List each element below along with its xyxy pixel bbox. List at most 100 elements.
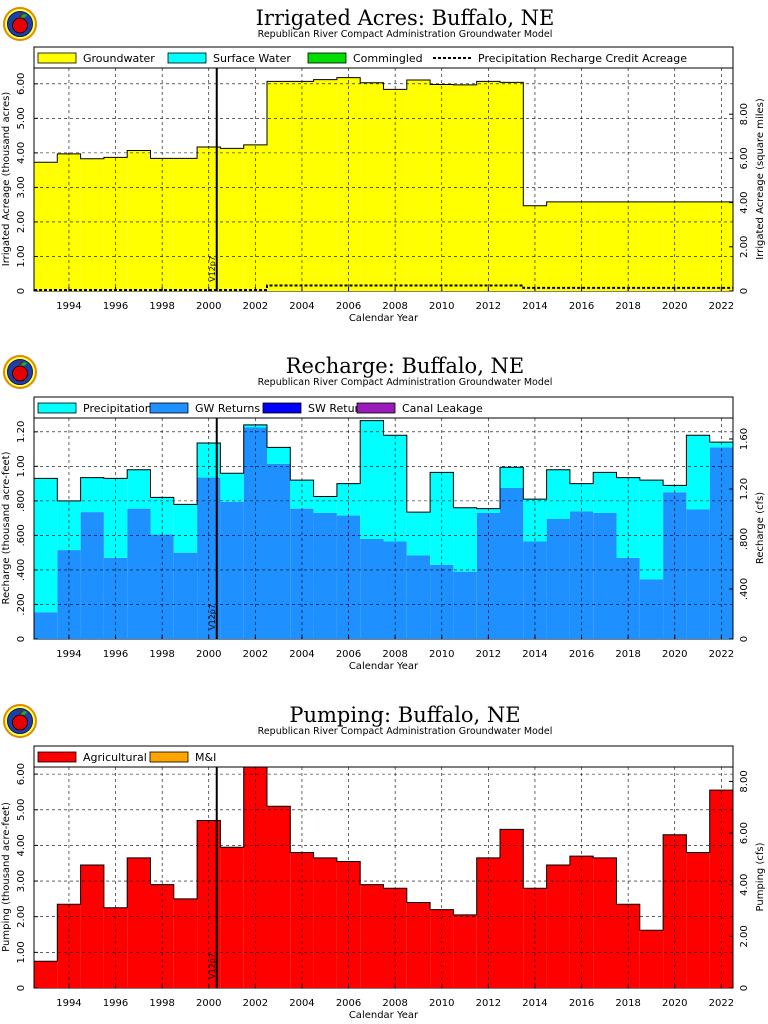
x-tick-label: 2014 xyxy=(522,998,547,1009)
bar-gw-returns xyxy=(686,509,710,639)
bar-agricultural xyxy=(383,888,407,988)
y-tick-label: .400 xyxy=(16,559,27,581)
bar-gw-returns xyxy=(523,541,547,639)
legend-swatch xyxy=(37,751,77,763)
legend-label: Commingled xyxy=(353,52,423,65)
x-tick-label: 2018 xyxy=(615,649,640,660)
bar-gw-returns xyxy=(383,541,407,639)
y2-tick-label: 6.00 xyxy=(739,147,750,169)
bar-agricultural xyxy=(290,852,314,988)
legend-swatch xyxy=(262,402,302,414)
bar-agricultural xyxy=(523,888,547,988)
bar-agricultural xyxy=(360,884,384,988)
y2-tick-label: 8.00 xyxy=(739,770,750,792)
bar-gw-returns xyxy=(34,612,58,639)
x-tick-label: 2008 xyxy=(382,649,407,660)
bar-agricultural xyxy=(639,930,664,988)
x-tick-label: 2002 xyxy=(243,998,268,1009)
x-axis-label: Calendar Year xyxy=(349,313,419,324)
x-axis-label: Calendar Year xyxy=(349,1010,419,1021)
y-tick-label: 6.00 xyxy=(16,763,27,785)
bar-outline xyxy=(33,77,734,291)
x-tick-label: 2006 xyxy=(336,998,361,1009)
y-tick-label: 4.00 xyxy=(16,142,27,164)
bar-gw-returns xyxy=(500,487,524,639)
x-tick-label: 2022 xyxy=(709,998,734,1009)
y2-tick-label: .400 xyxy=(739,578,750,600)
bar-groundwater xyxy=(360,82,384,291)
bar-groundwater xyxy=(80,158,104,291)
bar-precipitation xyxy=(220,473,244,502)
y-tick-label: 1.20 xyxy=(16,421,27,443)
x-tick-label: 2016 xyxy=(569,649,594,660)
y-tick-label: 2.00 xyxy=(16,906,27,928)
x-tick-label: 2006 xyxy=(336,649,361,660)
x-tick-label: 1994 xyxy=(56,649,81,660)
bar-agricultural xyxy=(220,847,244,988)
bar-precipitation xyxy=(546,469,570,520)
y2-tick-label: 2.00 xyxy=(739,236,750,258)
x-tick-label: 1994 xyxy=(56,998,81,1009)
x-tick-label: 2010 xyxy=(429,998,454,1009)
bar-groundwater xyxy=(243,144,267,291)
x-tick-label: 2004 xyxy=(289,301,314,312)
x-tick-label: 2022 xyxy=(709,649,734,660)
y-tick-label: 2.00 xyxy=(16,211,27,233)
y-tick-label: 1.00 xyxy=(16,941,27,963)
bar-agricultural xyxy=(34,961,58,988)
bar-gw-returns xyxy=(336,515,361,639)
y-tick-label: .200 xyxy=(16,593,27,615)
bar-precipitation xyxy=(34,478,58,613)
x-tick-label: 2018 xyxy=(615,998,640,1009)
y-tick-label: 0 xyxy=(16,985,27,991)
bar-outline xyxy=(33,420,734,639)
model-marker-label: V12p7 xyxy=(208,604,217,630)
legend-label: GW Returns xyxy=(195,402,260,415)
bar-agricultural xyxy=(546,865,570,988)
legend-label: SW Returns xyxy=(308,402,372,415)
x-tick-label: 2022 xyxy=(709,301,734,312)
y2-tick-label: 8.00 xyxy=(739,103,750,125)
x-tick-label: 2006 xyxy=(336,301,361,312)
y-tick-label: 0 xyxy=(16,288,27,294)
bar-precipitation xyxy=(267,447,291,464)
legend-label: Agricultural xyxy=(83,751,147,764)
apple-icon xyxy=(12,365,28,382)
y-tick-label: .600 xyxy=(16,524,27,546)
y2-axis-label: Recharge (cfs) xyxy=(755,492,766,564)
x-axis-label: Calendar Year xyxy=(349,661,419,672)
bar-precipitation xyxy=(453,507,477,572)
bar-agricultural xyxy=(500,829,524,988)
y2-tick-label: 6.00 xyxy=(739,822,750,844)
apple-icon xyxy=(12,714,28,731)
x-tick-label: 1998 xyxy=(149,301,174,312)
legend-label: Canal Leakage xyxy=(402,402,483,415)
apple-stem-icon xyxy=(19,709,23,716)
x-tick-label: 2020 xyxy=(662,301,687,312)
bar-groundwater xyxy=(616,201,640,291)
bar-agricultural xyxy=(57,904,81,988)
y-tick-label: 1.00 xyxy=(16,245,27,267)
x-tick-label: 1998 xyxy=(149,649,174,660)
bar-gw-returns xyxy=(430,564,454,639)
bar-groundwater xyxy=(220,148,244,291)
bar-groundwater xyxy=(476,81,500,291)
bar-agricultural xyxy=(313,857,337,988)
x-tick-label: 2010 xyxy=(429,301,454,312)
bar-groundwater xyxy=(173,158,198,291)
y-tick-label: .800 xyxy=(16,490,27,512)
x-tick-label: 2002 xyxy=(243,301,268,312)
legend-label: Groundwater xyxy=(83,52,155,65)
y-axis-label: Recharge (thousand acre-feet) xyxy=(1,451,12,604)
legend-label: Precipitation Recharge Credit Acreage xyxy=(478,52,687,65)
bar-precipitation xyxy=(57,500,81,551)
bar-gw-returns xyxy=(406,555,431,639)
x-tick-label: 2012 xyxy=(476,301,501,312)
y2-tick-label: 1.60 xyxy=(739,428,750,450)
legend-label: Precipitation xyxy=(83,402,152,415)
bar-gw-returns xyxy=(313,512,337,639)
bar-precipitation xyxy=(663,485,687,493)
y-tick-label: 4.00 xyxy=(16,834,27,856)
x-tick-label: 2000 xyxy=(196,301,221,312)
